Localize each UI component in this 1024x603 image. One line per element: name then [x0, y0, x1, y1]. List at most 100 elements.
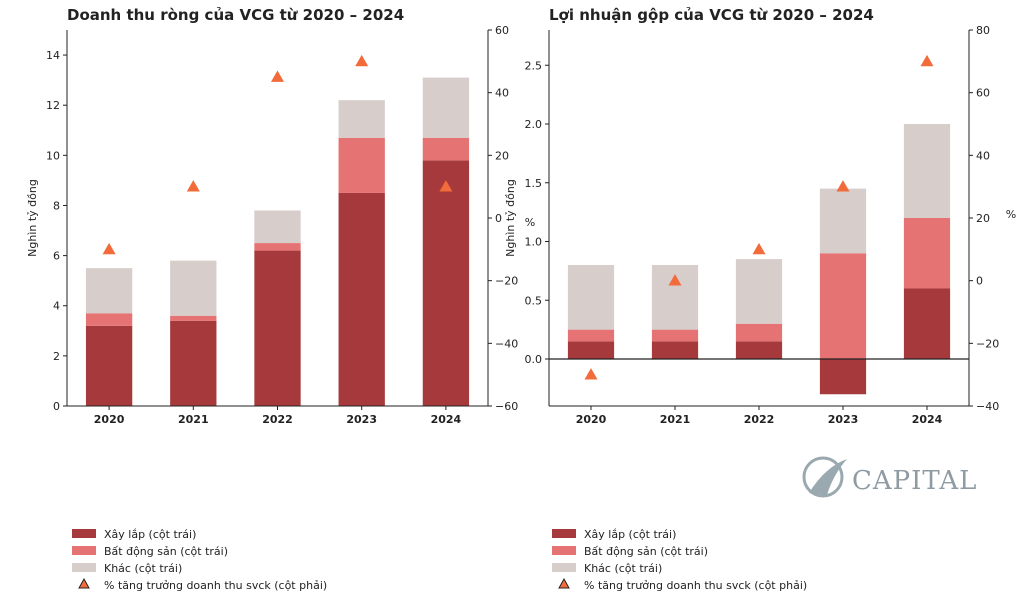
right-tick-label: −20 [495, 275, 518, 288]
x-tick-label: 2020 [94, 413, 125, 426]
legend-swatch [72, 563, 96, 572]
bar-2020-series-2 [567, 265, 615, 330]
bar-2021-series-1 [170, 315, 217, 321]
bar-2021-series-0 [170, 320, 217, 406]
left-tick-label: 14 [46, 49, 60, 62]
bar-2022-series-1 [735, 323, 783, 342]
bar-2023-series-2 [338, 100, 385, 138]
bar-2024-series-2 [903, 124, 951, 218]
right-tick-label: 20 [976, 212, 990, 225]
bar-2024-series-0 [422, 160, 470, 406]
left-tick-label: 1.5 [525, 177, 543, 190]
right-tick-label: 60 [976, 87, 990, 100]
growth-marker-2020 [102, 242, 116, 255]
x-tick-label: 2020 [576, 413, 607, 426]
growth-marker-2022 [271, 70, 284, 82]
right-tick-label: −40 [495, 337, 518, 350]
right-tick-label: 0 [495, 212, 502, 225]
logo-swoosh-icon [809, 459, 847, 495]
bar-2023-series-0 [819, 359, 867, 395]
left-tick-label: 0.5 [525, 294, 543, 307]
x-tick-label: 2022 [262, 413, 293, 426]
legend-label: Bất động sản (cột trái) [584, 545, 708, 558]
right-tick-label: 20 [495, 149, 509, 162]
legend-swatch [72, 529, 96, 538]
legend-growth-marker [558, 577, 570, 589]
legend-swatch [72, 546, 96, 555]
bar-2023-series-1 [338, 137, 385, 193]
bar-2024-series-0 [903, 288, 951, 359]
legend-swatch [552, 563, 576, 572]
bar-2022-series-1 [254, 243, 301, 251]
bar-2022-series-0 [735, 341, 783, 359]
legend-label: Khác (cột trái) [584, 562, 662, 575]
x-tick-label: 2024 [912, 413, 943, 426]
chart-title: Doanh thu ròng của VCG từ 2020 – 2024 [67, 6, 404, 24]
x-tick-label: 2022 [744, 413, 775, 426]
right-tick-label: 60 [495, 24, 509, 37]
x-tick-label: 2021 [660, 413, 691, 426]
growth-marker-2023 [836, 180, 850, 192]
y-axis-label: Nghìn tỷ đồng [504, 179, 517, 257]
legend-label: Xây lắp (cột trái) [584, 528, 676, 541]
legend-label: Xây lắp (cột trái) [104, 528, 196, 541]
right-tick-label: 40 [976, 149, 990, 162]
bar-2023-series-0 [338, 192, 385, 406]
left-tick-label: 10 [46, 149, 60, 162]
left-tick-label: 12 [46, 99, 60, 112]
left-tick-label: 1.0 [525, 236, 543, 249]
growth-marker-2020 [584, 368, 598, 380]
growth-marker-2024 [439, 180, 453, 192]
growth-marker-2022 [752, 242, 766, 255]
right-tick-label: 40 [495, 87, 509, 100]
bar-2020-series-0 [567, 341, 615, 359]
bar-2020-series-1 [85, 313, 133, 326]
chart-title: Lợi nhuận gộp của VCG từ 2020 – 2024 [549, 6, 874, 24]
left-tick-label: 2 [53, 350, 60, 363]
bar-2022-series-2 [735, 259, 783, 324]
left-tick-label: 6 [53, 250, 60, 263]
left-chart-pct-label: % [525, 216, 535, 229]
bar-2020-series-2 [85, 268, 133, 314]
logo-circle-icon [802, 456, 844, 498]
bar-2023-series-2 [819, 188, 867, 254]
left-tick-label: 0 [53, 400, 60, 413]
x-tick-label: 2023 [828, 413, 859, 426]
legend-label: % tăng trưởng doanh thu svck (cột phải) [584, 579, 807, 592]
legend-swatch [552, 529, 576, 538]
left-tick-label: 2.5 [525, 59, 543, 72]
right-tick-label: 80 [976, 24, 990, 37]
right-tick-label: −40 [976, 400, 999, 413]
bar-2020-series-1 [567, 329, 615, 342]
bar-2022-series-0 [254, 250, 301, 406]
legend-label: % tăng trưởng doanh thu svck (cột phải) [104, 579, 327, 592]
legend-label: Khác (cột trái) [104, 562, 182, 575]
bar-2021-series-2 [170, 260, 217, 316]
bar-2024-series-2 [422, 77, 470, 138]
bar-2023-series-1 [819, 253, 867, 359]
right-tick-label: −20 [976, 337, 999, 350]
bar-2021-series-0 [651, 341, 699, 359]
x-tick-label: 2023 [346, 413, 377, 426]
legend-growth-marker [78, 577, 90, 589]
bar-2024-series-1 [903, 218, 951, 289]
left-tick-label: 4 [53, 300, 60, 313]
legend-swatch [552, 546, 576, 555]
growth-marker-2021 [186, 180, 200, 192]
bar-2022-series-2 [254, 210, 301, 244]
left-tick-label: 0.0 [525, 353, 543, 366]
x-tick-label: 2021 [178, 413, 209, 426]
growth-marker-2024 [920, 54, 934, 67]
y2-axis-label: % [1006, 208, 1016, 221]
y-axis-label: Nghìn tỷ đồng [26, 179, 39, 257]
legend-label: Bất động sản (cột trái) [104, 545, 228, 558]
bar-2024-series-1 [422, 137, 470, 161]
growth-marker-2023 [355, 54, 369, 67]
right-tick-label: −60 [495, 400, 518, 413]
bar-2021-series-1 [651, 329, 699, 342]
bar-2020-series-0 [85, 325, 133, 406]
growth-marker-2021 [668, 274, 682, 286]
left-tick-label: 2.0 [525, 118, 543, 131]
x-tick-label: 2024 [431, 413, 462, 426]
